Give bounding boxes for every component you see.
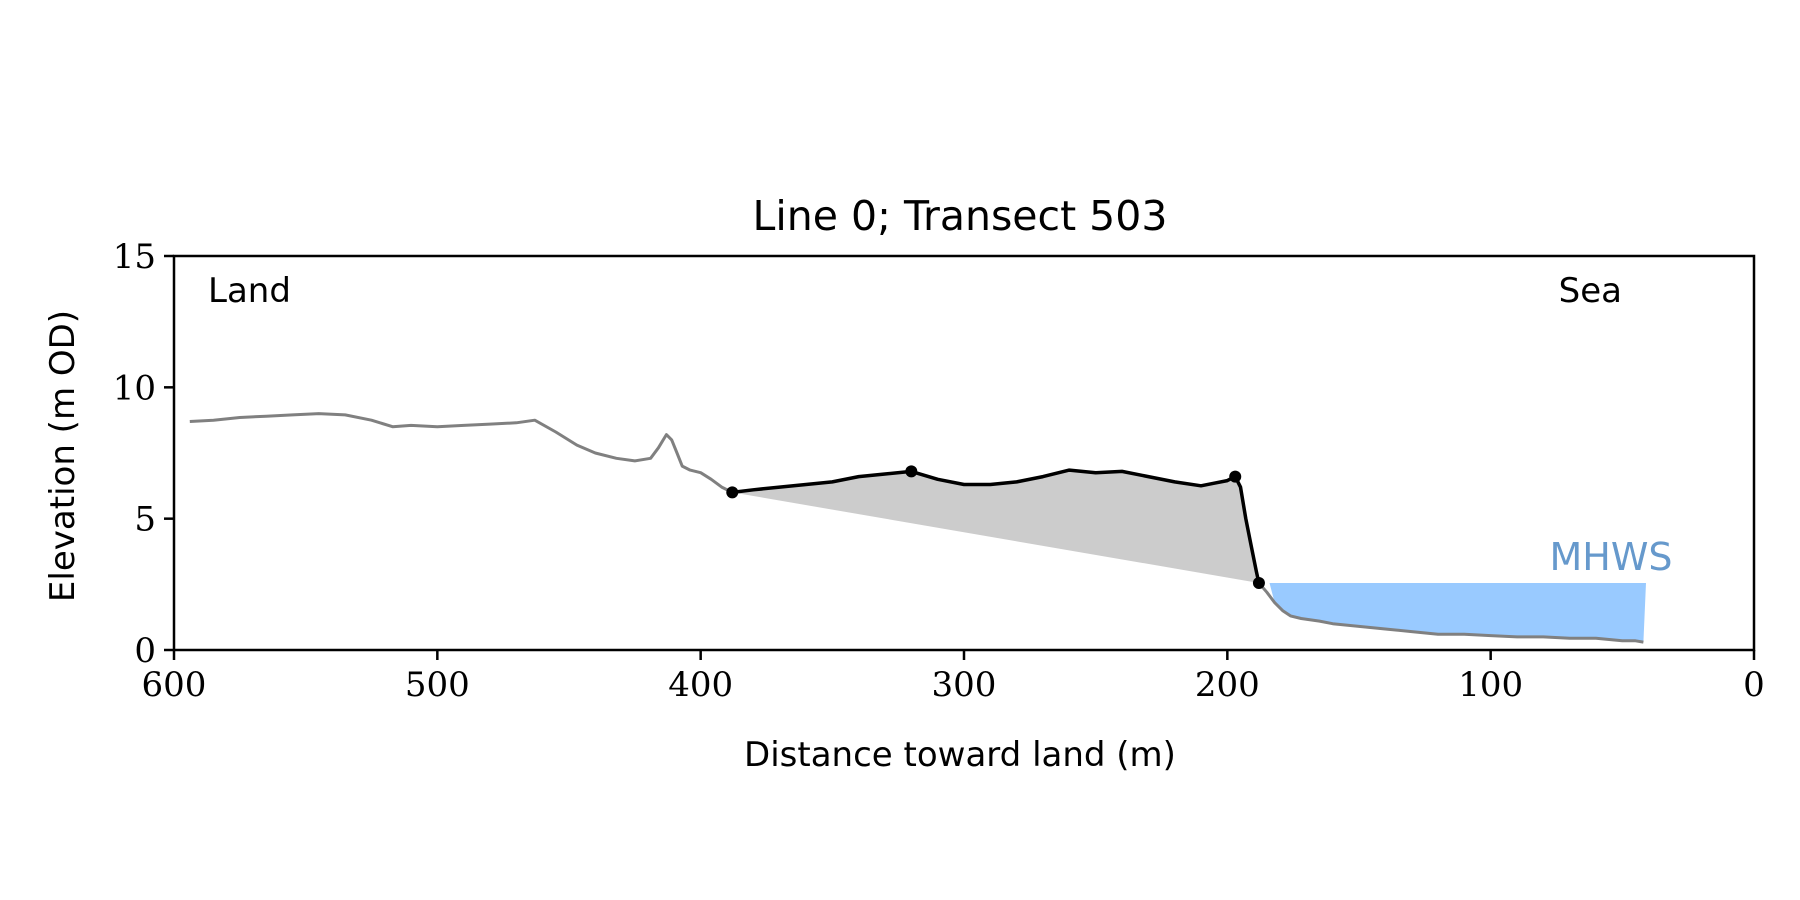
y-axis-label: Elevation (m OD) (43, 310, 83, 602)
x-tick-label: 200 (1195, 665, 1260, 705)
profile-marker (905, 465, 918, 478)
land-label: Land (208, 271, 291, 311)
mhws-water-area (1269, 583, 1646, 643)
x-tick-label: 500 (405, 665, 470, 705)
profile-marker (1229, 470, 1242, 483)
y-tick-label: 5 (134, 500, 156, 540)
y-tick-label: 15 (113, 237, 156, 277)
y-tick-label: 10 (113, 368, 156, 408)
shaded-area (732, 470, 1259, 583)
x-axis-label: Distance toward land (m) (744, 735, 1176, 775)
x-tick-label: 400 (668, 665, 733, 705)
mhws-label: MHWS (1549, 535, 1672, 579)
y-tick-label: 0 (134, 631, 156, 671)
profile-marker (1252, 577, 1265, 590)
profile-line-seaward (1257, 582, 1644, 644)
x-tick-label: 0 (1743, 665, 1765, 705)
profile-line-selected (732, 468, 1261, 584)
sea-label: Sea (1559, 271, 1622, 311)
x-tick-label: 600 (142, 665, 207, 705)
profile-marker (726, 486, 739, 499)
chart-title: Line 0; Transect 503 (753, 192, 1168, 240)
axes: 600 500 400 300 200 100 0 0 5 10 15 (113, 237, 1765, 705)
x-tick-label: 300 (932, 665, 997, 705)
profile-line-landward (189, 412, 733, 494)
x-tick-label: 100 (1458, 665, 1523, 705)
plot-area (189, 412, 1646, 644)
